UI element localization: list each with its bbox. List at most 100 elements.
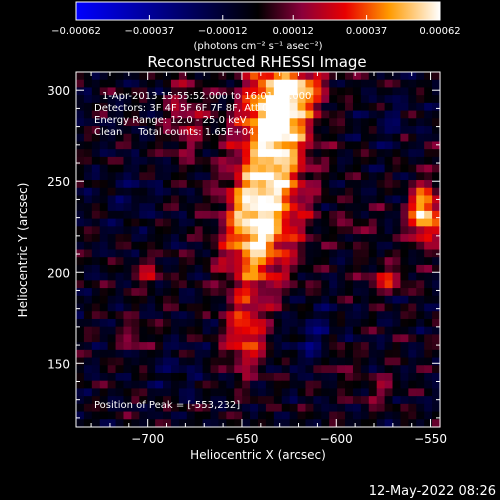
heatmap-cell bbox=[384, 272, 394, 281]
heatmap-cell bbox=[265, 272, 275, 281]
heatmap-cell bbox=[352, 234, 362, 243]
heatmap-cell bbox=[234, 172, 243, 181]
heatmap-cell bbox=[432, 257, 441, 266]
heatmap-cell bbox=[76, 311, 85, 320]
heatmap-cell bbox=[99, 180, 109, 189]
heatmap-cell bbox=[131, 87, 140, 96]
heatmap-cell bbox=[91, 365, 101, 374]
heatmap-cell bbox=[147, 388, 156, 397]
heatmap-cell bbox=[170, 141, 180, 150]
heatmap-cell bbox=[163, 72, 172, 81]
heatmap-cell bbox=[360, 172, 370, 181]
heatmap-cell bbox=[305, 295, 314, 305]
heatmap-cell bbox=[76, 411, 85, 420]
heatmap-cell bbox=[384, 419, 394, 428]
heatmap-cell bbox=[76, 241, 85, 251]
heatmap-cell bbox=[305, 79, 314, 89]
heatmap-cell bbox=[408, 87, 417, 96]
heatmap-cell bbox=[226, 311, 235, 320]
heatmap-cell bbox=[345, 180, 354, 189]
heatmap-cell bbox=[273, 357, 283, 366]
heatmap-cell bbox=[408, 403, 417, 413]
heatmap-cell bbox=[131, 388, 140, 397]
heatmap-cell bbox=[131, 326, 140, 335]
heatmap-cell bbox=[392, 411, 402, 420]
heatmap-cell bbox=[313, 72, 322, 81]
heatmap-cell bbox=[281, 334, 291, 343]
heatmap-cell bbox=[226, 372, 235, 382]
heatmap-cell bbox=[376, 180, 386, 189]
heatmap-cell bbox=[289, 357, 299, 366]
heatmap-cell bbox=[329, 403, 338, 413]
heatmap-cell bbox=[265, 396, 275, 405]
heatmap-cell bbox=[155, 79, 164, 89]
heatmap-cell bbox=[329, 218, 338, 227]
heatmap-cell bbox=[258, 79, 267, 89]
heatmap-cell bbox=[226, 318, 235, 328]
heatmap-cell bbox=[289, 380, 299, 390]
heatmap-cell bbox=[234, 365, 243, 374]
heatmap-cell bbox=[289, 388, 299, 397]
heatmap-cell bbox=[234, 149, 243, 158]
heatmap-cell bbox=[139, 241, 148, 251]
heatmap-cell bbox=[360, 380, 370, 390]
colorbar-unit-label: (photons cm⁻² s⁻¹ asec⁻²) bbox=[193, 41, 322, 52]
heatmap-cell bbox=[250, 180, 259, 189]
heatmap-cell bbox=[337, 357, 346, 366]
heatmap-cell bbox=[337, 311, 346, 320]
heatmap-cell bbox=[392, 172, 402, 181]
heatmap-cell bbox=[345, 380, 354, 390]
heatmap-cell bbox=[305, 419, 314, 428]
colorbar-tick-label: −0.00037 bbox=[125, 26, 175, 37]
heatmap-cell bbox=[76, 249, 85, 258]
heatmap-cell bbox=[297, 95, 307, 104]
heatmap-cell bbox=[202, 210, 212, 220]
heatmap-cell bbox=[202, 303, 212, 312]
heatmap-cell bbox=[186, 95, 196, 104]
heatmap-cell bbox=[368, 102, 378, 112]
heatmap-cell bbox=[194, 357, 204, 366]
heatmap-cell bbox=[368, 257, 378, 266]
heatmap-cell bbox=[360, 311, 370, 320]
heatmap-cell bbox=[305, 241, 314, 251]
heatmap-cell bbox=[99, 87, 109, 96]
heatmap-cell bbox=[242, 141, 251, 150]
heatmap-cell bbox=[91, 388, 101, 397]
heatmap-cell bbox=[345, 257, 354, 266]
heatmap-cell bbox=[392, 380, 402, 390]
heatmap-cell bbox=[265, 380, 275, 390]
heatmap-cell bbox=[400, 118, 409, 127]
heatmap-cell bbox=[313, 326, 322, 335]
heatmap-cell bbox=[170, 357, 180, 366]
heatmap-cell bbox=[155, 234, 164, 243]
heatmap-cell bbox=[321, 288, 330, 297]
heatmap-cell bbox=[352, 172, 362, 181]
heatmap-cell bbox=[147, 288, 156, 297]
heatmap-cell bbox=[297, 133, 307, 143]
heatmap-cell bbox=[305, 280, 314, 289]
heatmap-cell bbox=[376, 102, 386, 112]
heatmap-cell bbox=[329, 172, 338, 181]
heatmap-cell bbox=[392, 349, 402, 359]
heatmap-cell bbox=[265, 210, 275, 220]
heatmap-cell bbox=[218, 334, 227, 343]
heatmap-cell bbox=[360, 95, 370, 104]
heatmap-cell bbox=[234, 156, 243, 166]
heatmap-cell bbox=[139, 218, 148, 227]
heatmap-cell bbox=[91, 149, 101, 158]
heatmap-cell bbox=[416, 118, 425, 127]
heatmap-cell bbox=[368, 280, 378, 289]
heatmap-cell bbox=[76, 110, 85, 119]
heatmap-cell bbox=[107, 164, 117, 173]
heatmap-cell bbox=[83, 72, 93, 81]
heatmap-cell bbox=[360, 226, 370, 235]
heatmap-cell bbox=[186, 396, 196, 405]
heatmap-cell bbox=[424, 110, 433, 119]
heatmap-cell bbox=[107, 349, 117, 359]
heatmap-cell bbox=[123, 257, 132, 266]
heatmap-cell bbox=[218, 133, 227, 143]
heatmap-cell bbox=[250, 264, 259, 274]
heatmap-cell bbox=[273, 349, 283, 359]
heatmap-cell bbox=[424, 172, 433, 181]
heatmap-cell bbox=[392, 187, 402, 197]
